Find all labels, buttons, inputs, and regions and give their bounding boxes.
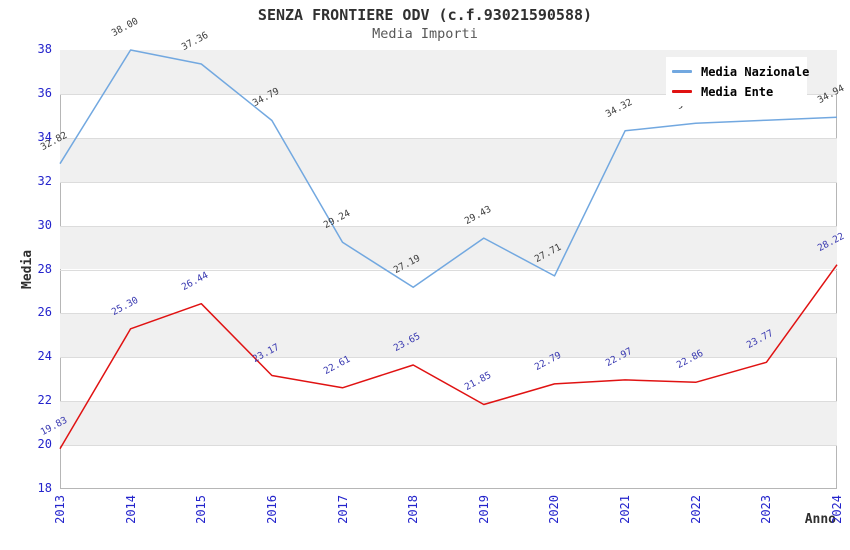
x-axis-label: Anno bbox=[804, 512, 836, 527]
band-stripe bbox=[60, 401, 837, 446]
x-tick-label: 2015 bbox=[194, 495, 209, 524]
x-tick-label: 2014 bbox=[123, 495, 138, 524]
blue-line-swatch-icon bbox=[672, 70, 692, 73]
y-tick-label: 20 bbox=[37, 437, 52, 452]
y-gridline bbox=[60, 445, 837, 447]
y-tick-label: 34 bbox=[37, 129, 52, 144]
y-tick-label: 28 bbox=[37, 261, 52, 276]
chart-title: SENZA FRONTIERE ODV (c.f.93021590588) bbox=[257, 6, 593, 24]
x-tick-label: 2023 bbox=[759, 495, 774, 524]
y-tick-label: 18 bbox=[37, 481, 52, 495]
legend-item-media-nazionale: Media Nazionale bbox=[672, 64, 810, 79]
band-stripe bbox=[60, 313, 837, 358]
y-tick-label: 22 bbox=[37, 393, 52, 408]
y-gridline bbox=[60, 313, 837, 315]
y-gridline bbox=[60, 401, 837, 403]
line-media-ente bbox=[59, 264, 838, 450]
legend-item-media-ente: Media Ente bbox=[672, 85, 807, 99]
y-gridline bbox=[60, 137, 837, 139]
x-tick-label: 2013 bbox=[53, 495, 67, 524]
y-tick-label: 24 bbox=[37, 349, 52, 364]
x-tick-label: 2016 bbox=[264, 495, 279, 524]
line-series-svg bbox=[59, 49, 838, 450]
y-gridline bbox=[60, 181, 837, 183]
x-tick-label: 2021 bbox=[618, 495, 633, 524]
y-tick-label: 30 bbox=[37, 217, 52, 232]
y-gridline bbox=[60, 93, 837, 95]
x-tick-label: 2024 bbox=[830, 495, 844, 524]
line-media-nazionale bbox=[59, 49, 838, 289]
x-tick-label: 2018 bbox=[406, 495, 421, 524]
x-tick-label: 2017 bbox=[335, 495, 350, 524]
y-tick-label: 32 bbox=[37, 173, 52, 188]
y-gridline bbox=[60, 357, 837, 359]
red-line-swatch-icon bbox=[672, 90, 692, 93]
y-tick-label: 26 bbox=[37, 305, 52, 320]
x-tick-label: 2022 bbox=[688, 495, 703, 524]
y-gridline bbox=[60, 269, 837, 271]
x-tick-label: 2020 bbox=[547, 495, 562, 524]
legend: Media Nazionale Media Ente bbox=[666, 57, 810, 106]
legend-label: Media Ente bbox=[701, 84, 774, 99]
chart-subtitle: Media Importi bbox=[372, 26, 478, 42]
band-stripe bbox=[60, 137, 837, 182]
legend-label: Media Nazionale bbox=[701, 64, 810, 79]
y-tick-label: 38 bbox=[37, 42, 52, 56]
y-tick-label: 36 bbox=[37, 85, 52, 100]
x-tick-label: 2019 bbox=[476, 495, 491, 524]
y-gridline bbox=[60, 225, 837, 227]
